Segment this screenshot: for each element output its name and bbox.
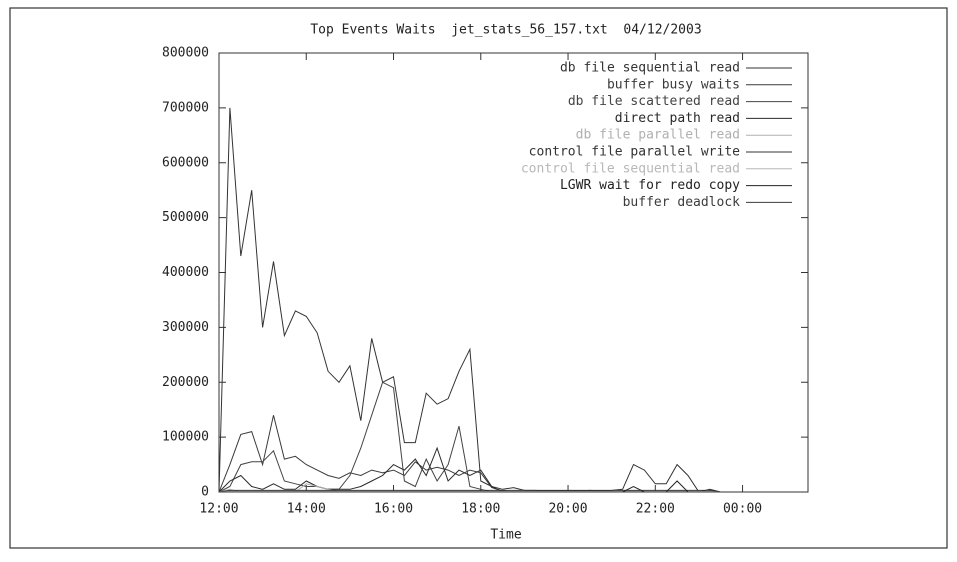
y-tick-label: 400000 <box>162 265 209 280</box>
frame <box>9 7 948 549</box>
legend-label: control file sequential read <box>521 161 740 176</box>
y-tick-label: 300000 <box>162 320 209 335</box>
x-tick-label: 12:00 <box>199 502 238 517</box>
y-tick-label: 800000 <box>162 46 209 61</box>
chart-title: Top Events Waits jet_stats_56_157.txt 04… <box>310 23 701 38</box>
y-tick-label: 200000 <box>162 375 209 390</box>
series-line <box>218 107 721 493</box>
y-tick-label: 600000 <box>162 155 209 170</box>
legend-label: direct path read <box>615 111 740 126</box>
legend-label: db file parallel read <box>576 128 740 143</box>
y-tick-label: 0 <box>201 485 209 500</box>
legend-label: buffer busy waits <box>607 77 740 92</box>
legend-label: LGWR wait for redo copy <box>560 178 740 193</box>
x-tick-label: 20:00 <box>548 502 587 517</box>
x-tick-label: 18:00 <box>461 502 500 517</box>
y-tick-label: 500000 <box>162 210 209 225</box>
legend-label: db file sequential read <box>560 61 740 76</box>
x-tick-label: 22:00 <box>636 502 675 517</box>
legend-label: buffer deadlock <box>623 195 741 210</box>
x-tick-label: 16:00 <box>374 502 413 517</box>
y-tick-label: 100000 <box>162 430 209 445</box>
y-tick-label: 700000 <box>162 100 209 115</box>
legend-label: db file scattered read <box>568 94 740 109</box>
x-tick-label: 14:00 <box>287 502 326 517</box>
x-axis-label: Time <box>490 528 521 543</box>
series-line <box>218 489 721 493</box>
x-tick-label: 00:00 <box>723 502 762 517</box>
legend-label: control file parallel write <box>529 145 740 160</box>
